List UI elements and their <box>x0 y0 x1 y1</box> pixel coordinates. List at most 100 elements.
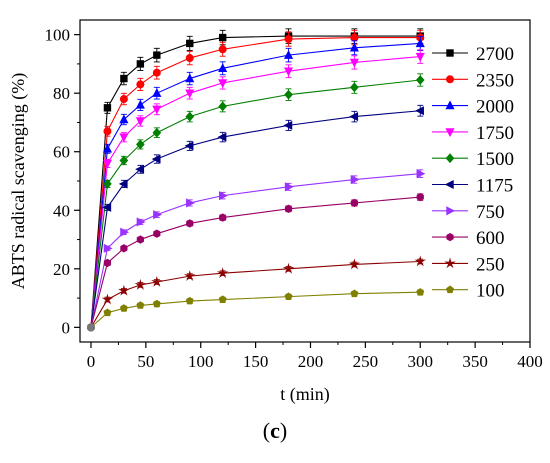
data-point <box>415 52 425 62</box>
data-point <box>136 60 145 68</box>
legend-marker <box>445 128 455 138</box>
series-line <box>90 35 421 328</box>
legend-marker <box>446 285 454 294</box>
x-tick-label: 0 <box>87 352 96 371</box>
data-point <box>152 88 162 97</box>
data-point <box>349 58 359 68</box>
data-point <box>186 198 195 208</box>
legend-marker <box>444 257 456 269</box>
legend-label: 2700 <box>476 44 514 65</box>
data-point <box>103 308 112 317</box>
data-point <box>103 104 112 112</box>
series-1500 <box>86 73 425 332</box>
legend-marker <box>445 153 455 164</box>
x-tick-label: 250 <box>353 352 379 371</box>
data-point <box>118 179 128 189</box>
series-2000 <box>86 35 425 332</box>
data-point <box>135 99 145 109</box>
legend-item-250: 250 <box>432 254 505 275</box>
legend-label: 1750 <box>476 123 514 144</box>
y-tick-label: 60 <box>53 143 70 162</box>
x-tick-label: 400 <box>517 352 543 371</box>
legend-item-600: 600 <box>432 228 505 249</box>
data-point <box>136 139 145 150</box>
y-tick-label: 0 <box>62 318 71 337</box>
data-point <box>283 67 294 77</box>
data-point <box>136 235 144 244</box>
line-chart: 0 50 100 150 200 250 300 350 400 0 20 40 60 80 100 270… <box>8 19 543 405</box>
data-point <box>185 111 195 122</box>
x-tick-label: 200 <box>298 352 324 371</box>
data-point <box>153 229 161 238</box>
data-point <box>284 292 293 301</box>
series-line <box>90 79 421 328</box>
series-line <box>90 110 421 328</box>
data-point <box>284 204 293 213</box>
data-point <box>118 284 130 296</box>
series-line <box>90 42 421 328</box>
data-point <box>186 219 194 228</box>
data-point <box>135 117 145 127</box>
legend-label: 100 <box>476 281 505 302</box>
legend-item-2350: 2350 <box>432 70 514 91</box>
series-line <box>90 173 421 328</box>
data-point <box>101 293 114 305</box>
data-point <box>183 270 196 282</box>
legend-item-2000: 2000 <box>432 97 514 118</box>
legend-item-1175: 1175 <box>432 176 513 197</box>
data-point <box>218 45 227 54</box>
data-point <box>103 243 113 253</box>
data-point <box>153 210 163 220</box>
series-750 <box>86 169 426 332</box>
data-point <box>350 174 360 185</box>
panel-label-letter: c <box>270 418 280 443</box>
data-point <box>284 89 293 100</box>
data-point <box>119 95 128 104</box>
data-point <box>284 35 293 44</box>
data-point <box>218 33 227 42</box>
series-line <box>90 260 421 328</box>
legend-label: 1500 <box>476 149 514 170</box>
data-point <box>350 33 359 42</box>
x-tick-label: 100 <box>188 352 214 371</box>
data-point <box>350 82 359 93</box>
data-point <box>152 105 162 115</box>
series-line <box>90 291 421 328</box>
data-point <box>103 127 112 136</box>
data-point <box>184 141 194 151</box>
data-point <box>185 73 195 83</box>
data-point <box>414 255 427 267</box>
data-point <box>119 114 129 124</box>
x-tick-label: 150 <box>243 352 269 371</box>
data-point <box>416 288 425 296</box>
data-point <box>185 89 195 99</box>
y-axis-title: ABTS radical scavenging (%) <box>8 73 29 289</box>
data-point <box>218 63 228 72</box>
series-250 <box>86 255 427 332</box>
series-line <box>90 56 421 328</box>
legend-label: 2000 <box>476 97 514 118</box>
legend-label: 600 <box>476 228 505 249</box>
legend-item-100: 100 <box>432 281 505 302</box>
data-point <box>185 54 194 63</box>
data-point <box>136 217 146 227</box>
y-tick-label: 40 <box>53 201 70 220</box>
data-point <box>134 278 147 290</box>
panel-label: (c) <box>262 418 288 443</box>
data-point <box>152 127 162 138</box>
data-point <box>218 101 228 112</box>
legend-item-2700: 2700 <box>432 44 514 65</box>
legend-label: 750 <box>476 202 505 223</box>
data-point <box>120 244 128 253</box>
series-1175 <box>86 104 424 332</box>
data-point <box>284 182 294 192</box>
data-point <box>151 154 161 164</box>
data-point <box>217 132 227 142</box>
legend-label: 2350 <box>476 70 514 91</box>
data-point <box>416 192 424 202</box>
series-line <box>90 37 421 328</box>
data-point <box>151 275 163 287</box>
data-point <box>283 120 293 130</box>
data-point <box>119 155 129 166</box>
legend-marker <box>444 179 454 190</box>
